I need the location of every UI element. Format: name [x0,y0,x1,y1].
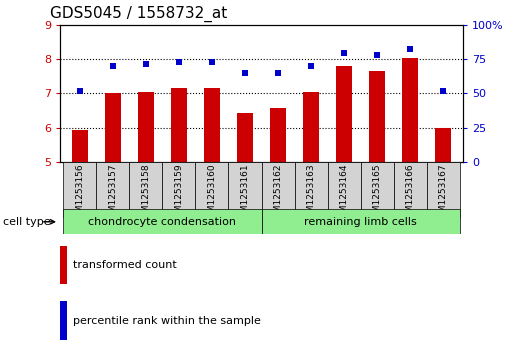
FancyBboxPatch shape [229,162,262,218]
Text: GSM1253162: GSM1253162 [274,163,282,224]
FancyBboxPatch shape [294,162,327,218]
Bar [105,93,121,162]
FancyBboxPatch shape [393,162,427,218]
Text: GSM1253157: GSM1253157 [108,163,118,224]
Point [373,52,381,58]
Text: GSM1253167: GSM1253167 [439,163,448,224]
Point [208,59,216,65]
Bar [72,130,88,162]
Text: chondrocyte condensation: chondrocyte condensation [88,217,236,227]
FancyBboxPatch shape [63,209,262,234]
Text: GSM1253164: GSM1253164 [339,163,348,224]
Bar [336,66,353,162]
FancyBboxPatch shape [196,162,229,218]
Text: GSM1253163: GSM1253163 [306,163,315,224]
Bar [402,58,418,162]
Point [307,63,315,69]
FancyBboxPatch shape [63,162,96,218]
Text: GSM1253165: GSM1253165 [372,163,382,224]
FancyBboxPatch shape [130,162,163,218]
FancyBboxPatch shape [262,162,294,218]
FancyBboxPatch shape [262,209,460,234]
FancyBboxPatch shape [163,162,196,218]
Point [142,61,150,66]
Bar [270,108,286,162]
Text: GSM1253159: GSM1253159 [175,163,184,224]
Bar [60,301,67,340]
Point [76,88,84,94]
FancyBboxPatch shape [96,162,130,218]
Text: cell type: cell type [3,217,50,227]
Point [274,70,282,76]
Bar [138,92,154,162]
Text: GDS5045 / 1558732_at: GDS5045 / 1558732_at [50,5,227,22]
Bar [369,72,385,162]
Bar [237,113,253,162]
Point [109,63,117,69]
Point [175,59,183,65]
FancyBboxPatch shape [427,162,460,218]
FancyBboxPatch shape [360,162,393,218]
Point [241,70,249,76]
Bar [435,127,451,162]
Text: GSM1253158: GSM1253158 [141,163,151,224]
Point [406,46,414,52]
Bar [170,88,187,162]
Text: transformed count: transformed count [73,260,177,270]
Bar [303,92,319,162]
Text: GSM1253160: GSM1253160 [208,163,217,224]
Text: GSM1253166: GSM1253166 [405,163,415,224]
Text: percentile rank within the sample: percentile rank within the sample [73,316,262,326]
Text: remaining limb cells: remaining limb cells [304,217,417,227]
Bar [60,245,67,284]
Text: GSM1253156: GSM1253156 [75,163,84,224]
Point [340,50,348,56]
Bar [204,88,220,162]
Point [439,88,447,94]
Text: GSM1253161: GSM1253161 [241,163,249,224]
FancyBboxPatch shape [327,162,360,218]
